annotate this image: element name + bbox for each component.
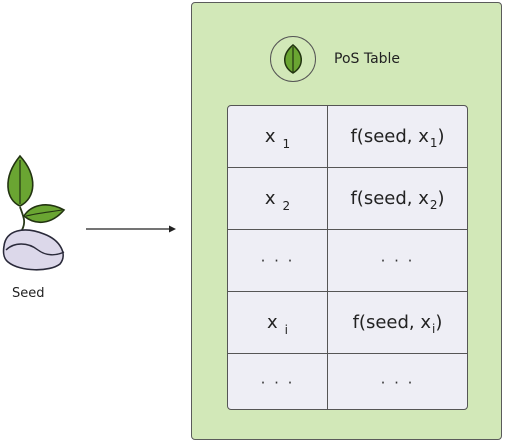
ellipsis: · · · [380, 373, 415, 392]
arrow-right-icon [86, 225, 176, 233]
seed-sprout-icon [2, 154, 66, 271]
f-suffix: ) [437, 188, 445, 209]
seed-group: Seed [0, 150, 70, 310]
panel-header: PoS Table [270, 35, 400, 83]
x-subscript: 1 [282, 136, 291, 151]
f-prefix: f(seed, x [352, 312, 432, 333]
f-subscript: i [432, 321, 436, 336]
x-base: x [264, 188, 276, 209]
ellipsis: · · · [260, 251, 295, 270]
ellipsis-cell: · · · [328, 354, 467, 409]
table-row: · · · · · · [228, 230, 467, 292]
f-prefix: f(seed, x [350, 188, 429, 209]
seed-label: Seed [12, 286, 45, 301]
x-base: x [267, 312, 278, 333]
output-cell: f(seed, x 1) [328, 106, 467, 167]
ellipsis-cell: · · · [228, 230, 328, 291]
f-subscript: 2 [429, 197, 438, 212]
f-suffix: ) [435, 312, 443, 333]
ellipsis-cell: · · · [228, 354, 328, 409]
x-subscript: i [284, 322, 288, 337]
ellipsis: · · · [260, 373, 295, 392]
f-suffix: ) [437, 126, 445, 147]
x-base: x [264, 126, 276, 147]
ellipsis: · · · [380, 251, 415, 270]
table-row: · · · · · · [228, 354, 467, 409]
output-cell: f(seed, x 2) [328, 168, 467, 229]
ellipsis-cell: · · · [328, 230, 467, 291]
panel-title: PoS Table [334, 51, 401, 67]
leaf-icon [270, 36, 316, 82]
x-subscript: 2 [282, 198, 291, 213]
f-subscript: 1 [429, 135, 438, 150]
f-prefix: f(seed, x [350, 126, 429, 147]
